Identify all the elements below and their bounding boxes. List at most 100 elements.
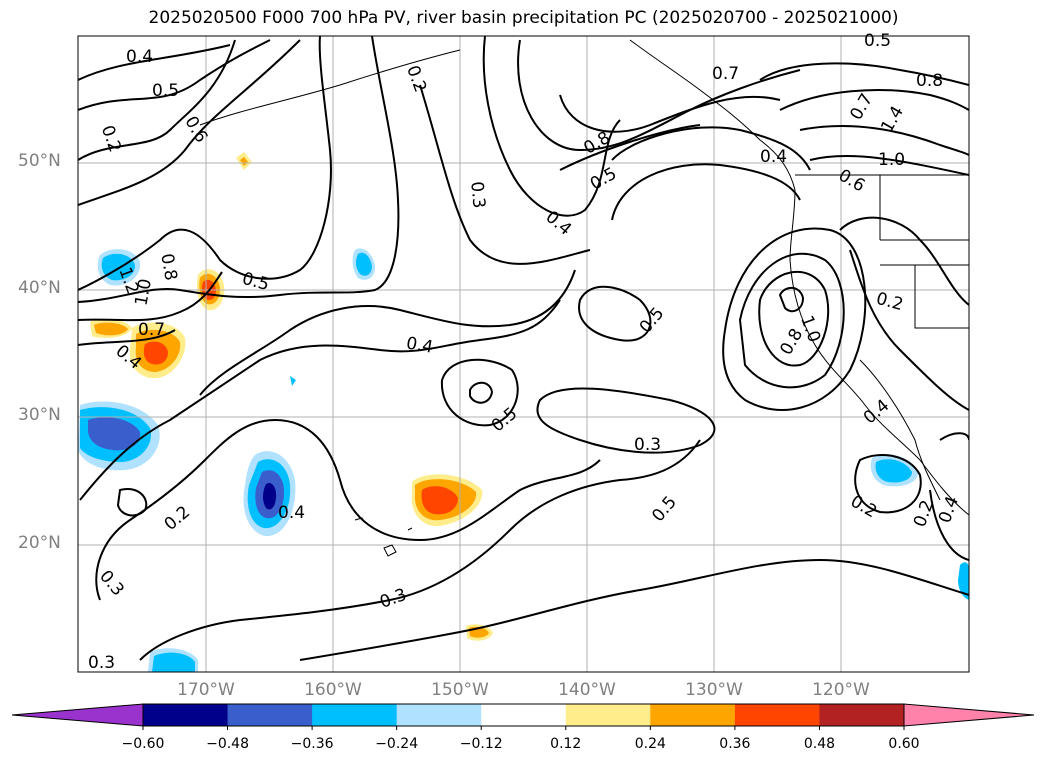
colorbar-tick-label: 0.48 bbox=[803, 736, 836, 752]
pv-contours bbox=[78, 36, 969, 661]
contour-label: 0.2 bbox=[847, 491, 880, 522]
colorbar-segment bbox=[734, 704, 820, 726]
contour-line bbox=[78, 36, 400, 303]
contour-label: 0.3 bbox=[634, 435, 661, 455]
colorbar-tick-label: 0.60 bbox=[888, 736, 920, 752]
contour-line bbox=[517, 39, 801, 152]
lon-label-120w: 120°W bbox=[812, 680, 870, 700]
contour-label: 0.2 bbox=[161, 502, 195, 535]
contour-label: 0.4 bbox=[278, 503, 305, 523]
coastlines bbox=[199, 39, 970, 557]
colorbar-tick-label: −0.36 bbox=[290, 736, 334, 752]
alaska-coast bbox=[199, 49, 461, 126]
contour-line bbox=[116, 488, 148, 517]
anomaly-blob bbox=[88, 417, 141, 451]
contour-label: 0.5 bbox=[648, 492, 681, 526]
anomaly-blob bbox=[355, 252, 372, 276]
contour-line bbox=[759, 62, 969, 86]
lat-label-50n: 50°N bbox=[18, 151, 61, 171]
lat-label-30n: 30°N bbox=[18, 405, 61, 425]
colorbar-extend-high bbox=[903, 703, 1035, 727]
contour-line bbox=[78, 39, 301, 206]
contour-line bbox=[419, 84, 591, 265]
anomaly-blob bbox=[421, 486, 458, 515]
anomaly-blob bbox=[240, 157, 248, 166]
colorbar-segment bbox=[312, 704, 398, 726]
contour-label: 1.0 bbox=[132, 277, 156, 307]
colorbar-tick-label: 0.24 bbox=[634, 736, 666, 752]
colorbar-segment bbox=[143, 704, 229, 726]
north-america-coast bbox=[629, 39, 970, 516]
contour-line bbox=[78, 39, 236, 161]
colorbar-segment bbox=[396, 704, 482, 726]
colorbar-segment bbox=[227, 704, 313, 726]
colorbar bbox=[11, 703, 1035, 730]
colorbar-tick-label: −0.12 bbox=[459, 736, 503, 752]
contour-label: 0.7 bbox=[846, 90, 877, 123]
contour-label: 0.6 bbox=[835, 165, 868, 196]
contour-label: 1.0 bbox=[878, 150, 905, 170]
contour-line bbox=[779, 89, 969, 111]
lat-label-40n: 40°N bbox=[18, 278, 61, 298]
anomaly-blob bbox=[152, 652, 195, 672]
contour-line bbox=[758, 271, 830, 367]
lat-label-20n: 20°N bbox=[18, 533, 61, 553]
contour-label: 0.6 bbox=[180, 113, 211, 146]
contour-label: 0.3 bbox=[466, 181, 488, 210]
contour-line bbox=[78, 44, 231, 81]
contour-line bbox=[799, 125, 969, 156]
contour-line bbox=[78, 36, 332, 291]
contour-label: 0.4 bbox=[405, 333, 435, 357]
lon-label-140w: 140°W bbox=[558, 680, 616, 700]
contour-line bbox=[854, 454, 922, 514]
lon-label-150w: 150°W bbox=[431, 680, 489, 700]
contour-line bbox=[78, 271, 223, 322]
contour-label: 0.5 bbox=[488, 404, 522, 437]
contour-line bbox=[79, 299, 561, 501]
anomaly-blob bbox=[263, 482, 277, 510]
contour-line bbox=[738, 252, 845, 389]
contour-label: 0.8 bbox=[916, 71, 943, 91]
contour-labels: 0.4 0.5 0.6 0.7 0.8 1.0 1.2 0.2 0.3 0.4 … bbox=[88, 31, 963, 673]
contour-label: 1.4 bbox=[877, 103, 908, 136]
colorbar-tick-label: −0.24 bbox=[375, 736, 419, 752]
figure-title: 2025020500 F000 700 hPa PV, river basin … bbox=[148, 8, 899, 28]
border-line bbox=[795, 174, 969, 329]
contour-line bbox=[299, 558, 969, 661]
lon-label-130w: 130°W bbox=[685, 680, 743, 700]
contour-label: 0.5 bbox=[587, 164, 620, 195]
contour-label: 0.5 bbox=[152, 81, 179, 101]
anomaly-blob bbox=[290, 376, 296, 386]
baja-coast bbox=[859, 359, 941, 501]
contour-label: 0.2 bbox=[874, 289, 905, 315]
contour-line bbox=[809, 155, 969, 176]
colorbar-segment bbox=[565, 704, 651, 726]
contour-line bbox=[559, 94, 781, 133]
colorbar-segment bbox=[481, 704, 567, 726]
anomaly-blob bbox=[94, 322, 128, 336]
contour-line bbox=[78, 329, 176, 346]
graticule bbox=[78, 36, 969, 672]
colorbar-tick-label: 0.36 bbox=[719, 736, 751, 752]
contour-label: 0.4 bbox=[542, 207, 576, 240]
contour-label: 0.8 bbox=[156, 252, 180, 282]
contour-line bbox=[849, 249, 969, 411]
contour-line bbox=[578, 285, 652, 342]
contour-line bbox=[611, 163, 801, 221]
contour-label: 0.7 bbox=[712, 64, 739, 84]
colorbar-tick-label: −0.60 bbox=[121, 736, 165, 752]
lon-label-170w: 170°W bbox=[177, 680, 235, 700]
contour-label: 0.4 bbox=[126, 47, 153, 67]
contour-label: 0.4 bbox=[860, 396, 894, 429]
contour-line bbox=[78, 39, 271, 111]
colorbar-outline bbox=[142, 703, 905, 727]
contour-label: 0.7 bbox=[138, 320, 165, 340]
colorbar-tick-label: 0.12 bbox=[550, 736, 582, 752]
contour-label: 0.3 bbox=[95, 567, 128, 601]
contour-line bbox=[722, 227, 867, 411]
anomaly-blob bbox=[875, 459, 912, 483]
contour-line bbox=[139, 439, 701, 661]
anomaly-blob bbox=[143, 341, 168, 365]
contour-label: 0.3 bbox=[377, 585, 409, 613]
